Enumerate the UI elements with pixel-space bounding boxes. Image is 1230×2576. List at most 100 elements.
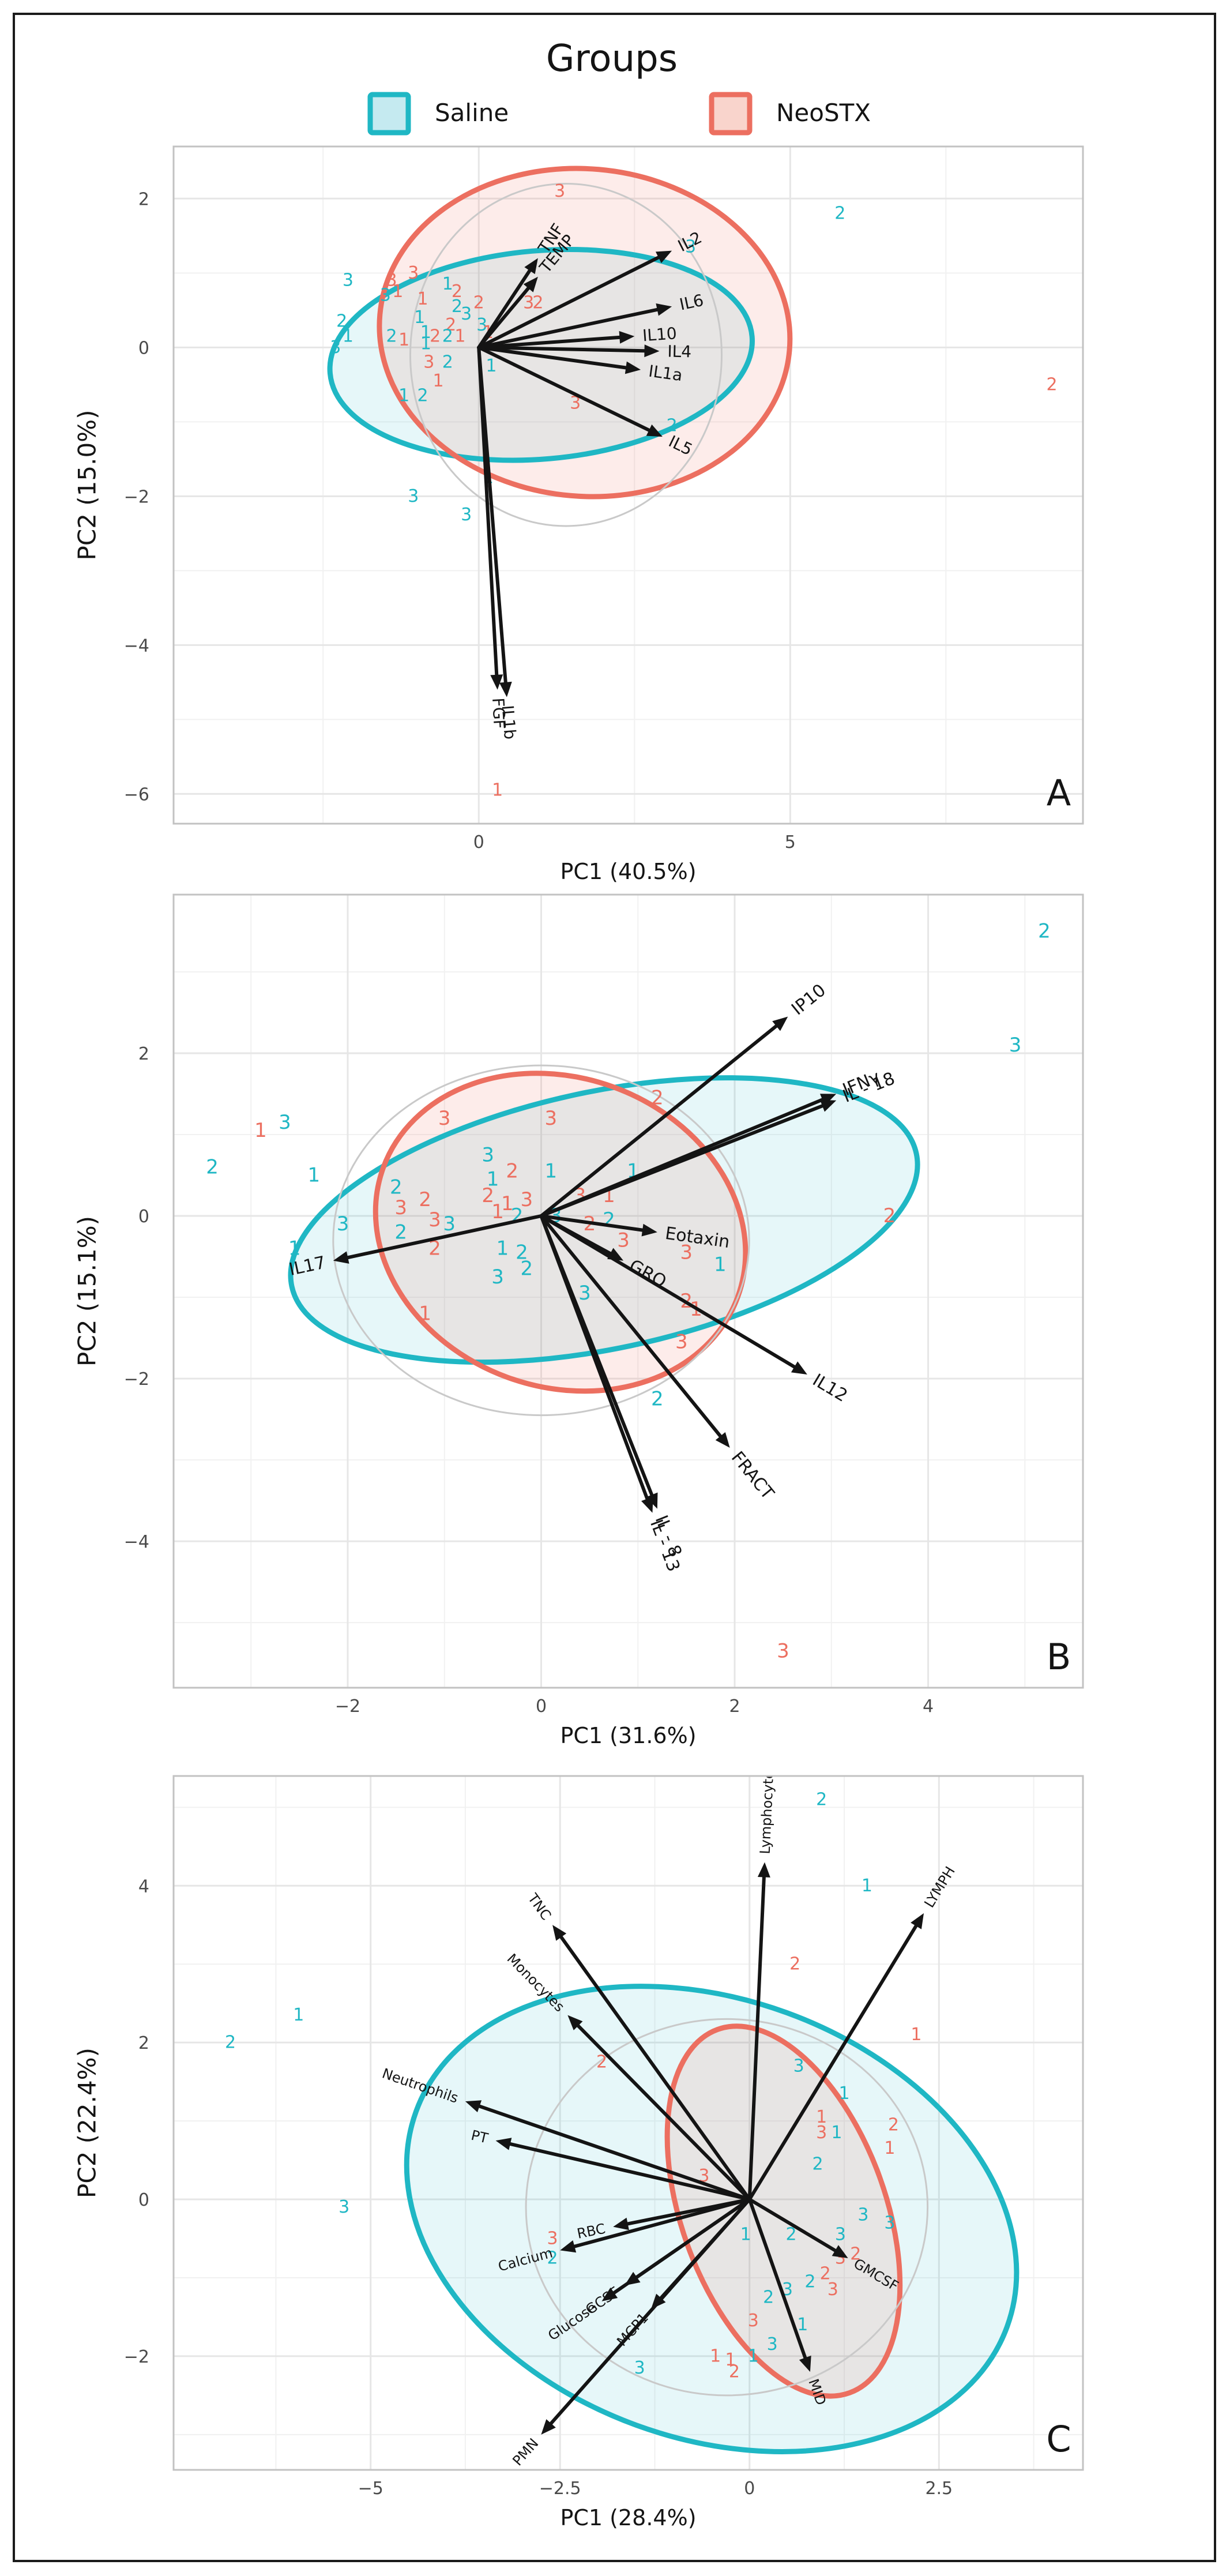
loading-arrow-pmn <box>549 2198 751 2425</box>
data-point-saline: 2 <box>834 204 845 224</box>
data-point-saline: 3 <box>793 2056 804 2076</box>
confidence-ellipse-neostx <box>377 166 793 500</box>
loading-arrow-neutrophils <box>477 2104 751 2202</box>
data-point-saline: 3 <box>408 486 419 506</box>
y-tick-label: 0 <box>138 338 149 358</box>
loading-arrow-il5 <box>477 346 651 432</box>
plot-background <box>174 147 1083 824</box>
data-point-neostx: 1 <box>492 780 503 800</box>
panel-label: A <box>1047 772 1071 814</box>
data-point-saline: 2 <box>1038 919 1051 942</box>
data-point-saline: 2 <box>812 2154 823 2174</box>
confidence-ellipse-overall <box>332 1064 750 1417</box>
confidence-ellipse-fill-neostx <box>375 1073 746 1391</box>
loading-arrowhead-rbc <box>613 2217 629 2230</box>
loading-arrowhead-il17 <box>333 1251 349 1264</box>
data-point-saline: 2 <box>394 1221 407 1244</box>
data-point-saline: 2 <box>804 2271 815 2292</box>
y-axis-title: PC2 (22.4%) <box>73 2048 101 2198</box>
loading-arrow-mid <box>747 2198 807 2360</box>
y-tick-label: −2 <box>124 2347 149 2367</box>
loading-arrowhead-lymph <box>911 1913 924 1929</box>
x-tick-label: 0 <box>536 1696 547 1717</box>
data-point-saline: 1 <box>838 2083 849 2104</box>
data-point-neostx: 2 <box>506 1159 518 1182</box>
loading-arrow-il4 <box>477 346 646 353</box>
loading-label-il1a: IL1a <box>648 362 684 385</box>
data-point-saline: 1 <box>496 1237 509 1260</box>
data-point-saline: 1 <box>486 356 496 376</box>
data-point-neostx: 1 <box>501 1192 514 1215</box>
data-point-neostx: 3 <box>777 1640 789 1663</box>
data-point-saline: 3 <box>685 237 696 257</box>
legend-title: Groups <box>546 37 678 80</box>
loading-arrowhead-fgf <box>490 674 503 690</box>
loading-label-il10: IL10 <box>642 324 678 345</box>
loading-arrowhead-ip10 <box>772 1016 788 1031</box>
y-tick-label: 0 <box>138 1207 149 1227</box>
data-point-neostx: 2 <box>729 2362 740 2382</box>
data-point-saline: 2 <box>516 1241 528 1264</box>
data-point-saline: 3 <box>884 2213 895 2233</box>
data-point-neostx: 3 <box>680 1241 693 1264</box>
data-point-saline: 3 <box>578 1282 591 1305</box>
data-point-neostx: 2 <box>850 2244 861 2265</box>
loading-arrow-il10 <box>477 335 622 350</box>
loading-arrow-calcium <box>573 2198 751 2248</box>
data-point-neostx: 2 <box>473 292 484 313</box>
x-tick-label: 2.5 <box>925 2479 953 2499</box>
data-point-neostx: 3 <box>438 1107 451 1130</box>
data-point-saline: 3 <box>338 2197 349 2217</box>
loading-arrow-gmcsf <box>747 2198 837 2252</box>
x-axis-title: PC1 (40.5%) <box>560 859 696 884</box>
data-point-saline: 2 <box>785 2225 796 2245</box>
data-point-saline: 3 <box>1009 1034 1022 1057</box>
data-point-neostx: 3 <box>547 2229 558 2249</box>
loading-arrowhead-pt <box>495 2138 512 2150</box>
loading-arrowhead-lymphocytes <box>757 1862 770 1877</box>
loading-arrow-ip10 <box>539 1024 778 1218</box>
data-point-neostx: 3 <box>675 1331 688 1354</box>
data-point-neostx: 1 <box>710 2346 721 2366</box>
loading-arrow-il2 <box>477 256 660 350</box>
data-point-neostx: 2 <box>883 1204 896 1227</box>
x-tick-label: −2 <box>335 1696 360 1717</box>
loading-arrowhead-gmcsf <box>832 2245 848 2258</box>
loading-arrowhead-glucose <box>601 2287 618 2301</box>
y-tick-label: 0 <box>138 2190 149 2210</box>
confidence-ellipse-saline <box>404 1984 1020 2454</box>
loading-arrowhead-mid <box>799 2355 811 2372</box>
data-point-saline: 1 <box>414 307 425 328</box>
panel-label: C <box>1046 2418 1071 2460</box>
loading-label-fgf: FGF <box>488 697 509 730</box>
confidence-ellipse-saline <box>327 246 755 463</box>
data-point-neostx: 1 <box>392 281 403 302</box>
x-axis-title: PC1 (28.4%) <box>560 2505 696 2530</box>
legend-label-saline: Saline <box>435 99 509 127</box>
data-point-neostx: 2 <box>532 292 543 313</box>
plot-content: 3313311112232213211221321212311323332133… <box>327 166 1058 800</box>
loading-arrowhead-eotaxin <box>641 1223 657 1237</box>
data-point-saline: 3 <box>491 1266 504 1289</box>
data-point-neostx: 2 <box>1046 374 1057 395</box>
loading-arrowhead-il10 <box>619 331 635 344</box>
data-point-neostx: 3 <box>617 1229 630 1252</box>
data-point-neostx: 2 <box>789 1954 800 1974</box>
confidence-ellipse-fill-saline <box>291 1077 918 1362</box>
plot-background <box>174 895 1083 1688</box>
plot-background <box>174 1776 1083 2470</box>
data-point-saline: 3 <box>857 2205 868 2225</box>
loading-arrowhead-tnf <box>524 258 538 275</box>
data-point-saline: 1 <box>487 1168 499 1191</box>
data-point-saline: 2 <box>603 1208 615 1231</box>
data-point-neostx: 1 <box>725 2350 736 2370</box>
data-point-saline: 1 <box>862 1876 872 1896</box>
data-point-saline: 1 <box>831 2123 842 2143</box>
y-tick-label: −6 <box>124 784 149 805</box>
loading-arrow-il-13 <box>539 1214 649 1501</box>
data-point-saline: 1 <box>307 1164 320 1187</box>
data-point-neostx: 2 <box>596 2052 607 2072</box>
loading-arrow-il-18 <box>539 1104 824 1218</box>
